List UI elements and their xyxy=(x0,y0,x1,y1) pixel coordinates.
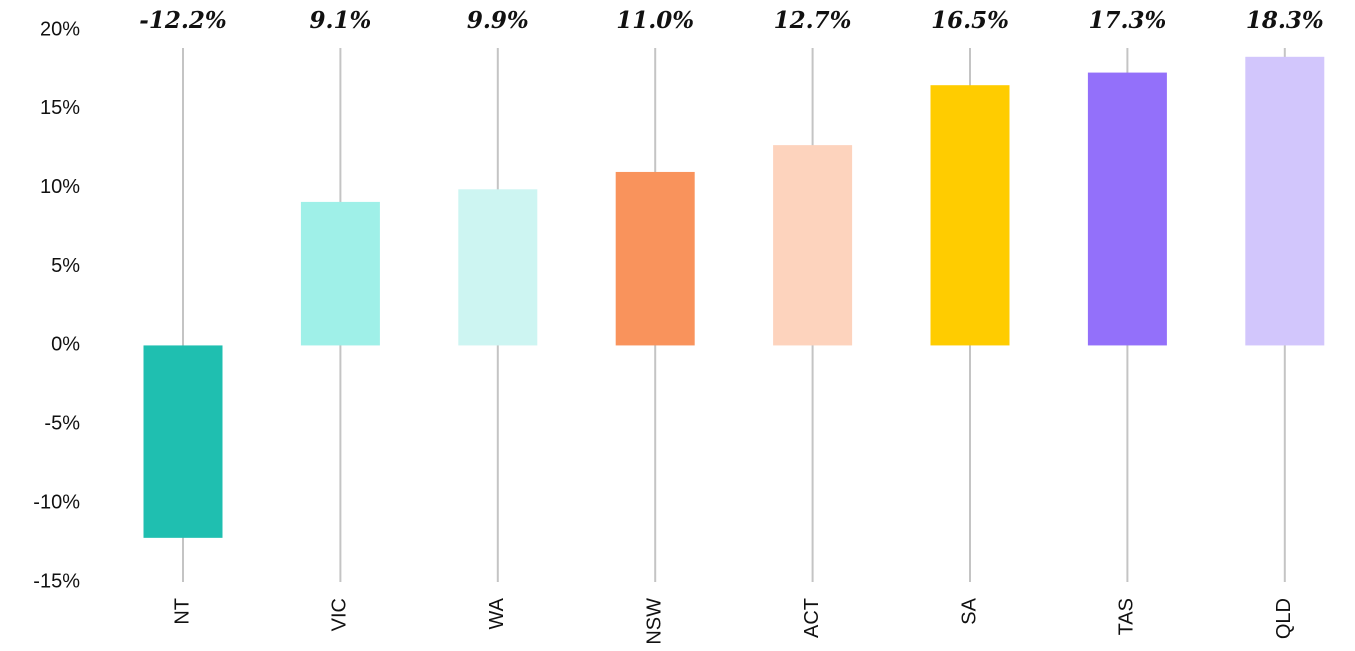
bar xyxy=(773,145,853,346)
x-tick-label: QLD xyxy=(1273,598,1295,639)
y-tick-label: 0% xyxy=(51,334,80,356)
y-tick-label: 5% xyxy=(51,255,80,277)
bar xyxy=(458,189,538,346)
value-label: 12.7% xyxy=(774,7,852,34)
y-tick-label: 15% xyxy=(40,97,80,119)
value-label: 16.5% xyxy=(931,7,1009,34)
value-label: 11.0% xyxy=(616,7,694,34)
bar xyxy=(1245,56,1325,346)
bar xyxy=(300,201,380,346)
bar xyxy=(615,171,695,346)
x-tick-label: TAS xyxy=(1116,598,1138,635)
y-tick-label: -5% xyxy=(44,413,80,435)
y-tick-label: 10% xyxy=(40,176,80,198)
value-label: 18.3% xyxy=(1246,7,1324,34)
x-tick-label: NT xyxy=(171,598,193,625)
x-tick-label: ACT xyxy=(801,598,823,638)
bar xyxy=(930,85,1010,346)
y-tick-label: -10% xyxy=(33,491,80,513)
value-label: -12.2% xyxy=(139,7,226,34)
x-tick-label: VIC xyxy=(329,598,351,631)
bar xyxy=(1087,72,1167,346)
x-tick-label: WA xyxy=(486,597,508,629)
value-label: 17.3% xyxy=(1088,7,1166,34)
value-label: 9.9% xyxy=(467,7,529,34)
bar xyxy=(143,345,223,538)
y-tick-label: -15% xyxy=(33,570,80,592)
x-tick-label: NSW xyxy=(643,598,665,645)
x-tick-label: SA xyxy=(958,597,980,624)
value-label: 9.1% xyxy=(309,7,371,34)
y-tick-label: 20% xyxy=(40,18,80,40)
